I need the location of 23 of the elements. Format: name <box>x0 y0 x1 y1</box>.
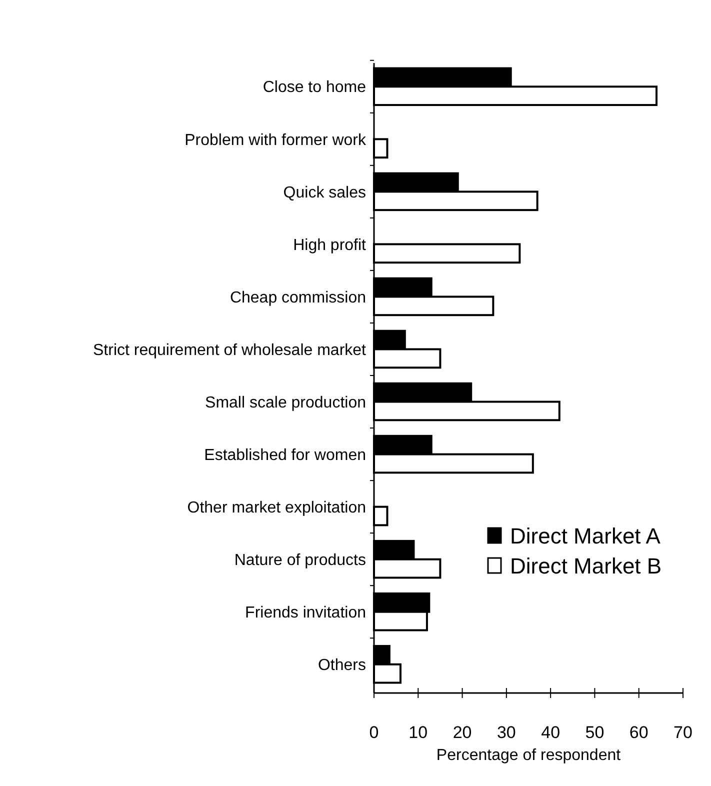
x-tick-label: 70 <box>674 723 692 742</box>
x-tick-label: 0 <box>369 723 379 742</box>
y-tick-label: Problem with former work <box>184 132 367 149</box>
y-tick-label: Other market exploitation <box>187 499 366 516</box>
y-tick-label: Small scale production <box>205 394 366 412</box>
y-tick-label: Strict requirement of wholesale market <box>93 342 367 359</box>
x-tick-label: 10 <box>408 723 428 742</box>
x-tick-label: 50 <box>585 723 604 742</box>
x-axis-title: Percentage of respondent <box>436 747 622 764</box>
legend-label: Direct Market B <box>510 554 662 579</box>
y-tick-label: Close to home <box>262 79 366 96</box>
y-tick-label: Friends invitation <box>245 604 366 622</box>
y-tick-label: Others <box>318 656 366 674</box>
x-tick-label: 20 <box>452 723 472 742</box>
x-tick-label: 60 <box>629 723 648 742</box>
legend-label: Direct Market A <box>510 524 661 549</box>
x-tick-label: 30 <box>496 723 516 742</box>
y-tick-label: Established for women <box>204 446 366 464</box>
y-tick-label: Nature of products <box>234 552 366 569</box>
y-tick-label: High profit <box>293 236 367 254</box>
y-tick-label: Quick sales <box>283 184 366 202</box>
y-tick-label: Cheap commission <box>230 289 366 306</box>
x-tick-label: 40 <box>541 723 560 742</box>
